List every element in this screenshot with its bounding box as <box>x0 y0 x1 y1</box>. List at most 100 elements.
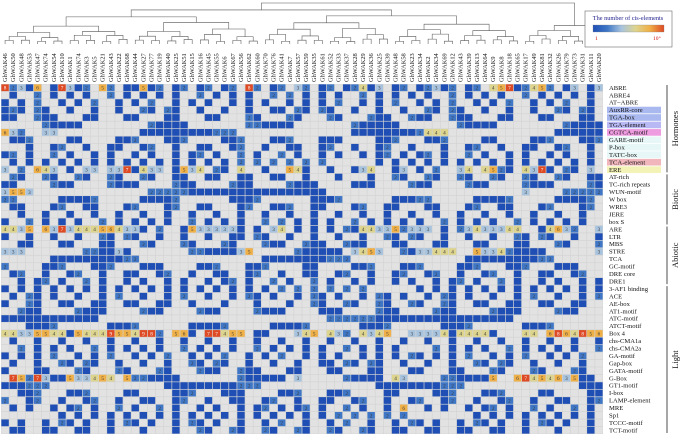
heatmap-cell <box>408 84 416 92</box>
heatmap-cell <box>9 300 17 308</box>
heatmap-cell <box>269 300 278 308</box>
dendrogram-branch <box>134 39 144 44</box>
heatmap-cell <box>123 367 131 375</box>
heatmap-cell <box>212 404 221 412</box>
heatmap-cell <box>383 397 392 404</box>
heatmap-cell <box>115 330 123 337</box>
heatmap-cell <box>237 106 245 114</box>
heatmap-cell <box>155 419 164 427</box>
heatmap-cell <box>554 218 562 226</box>
heatmap-cell <box>212 374 221 382</box>
heatmap-cell <box>326 129 335 136</box>
heatmap-cell <box>107 419 115 427</box>
heatmap-cell <box>546 322 554 330</box>
heatmap-cell <box>595 307 603 315</box>
heatmap-cell <box>139 129 148 136</box>
heatmap-cell <box>180 151 188 159</box>
heatmap-cell <box>123 322 131 330</box>
heatmap-cell <box>570 382 579 389</box>
heatmap-cell <box>334 285 343 293</box>
heatmap-cell <box>351 337 359 345</box>
heatmap-cell-value: 2 <box>20 272 23 278</box>
heatmap-cell <box>310 233 318 241</box>
heatmap-cell <box>1 322 9 330</box>
heatmap-cell-value: 2 <box>386 153 389 159</box>
heatmap-cell <box>115 307 123 315</box>
heatmap-cell <box>147 285 156 293</box>
heatmap-cell <box>196 158 205 166</box>
heatmap-cell <box>505 404 514 412</box>
heatmap-cell <box>237 188 245 196</box>
heatmap-cell <box>359 337 367 345</box>
heatmap-cell <box>570 419 579 427</box>
heatmap-cell <box>229 300 237 308</box>
heatmap-cell <box>212 322 221 330</box>
heatmap-cell <box>448 248 457 255</box>
heatmap-cell <box>521 426 530 434</box>
heatmap-cell <box>538 248 546 255</box>
heatmap-cell <box>42 136 50 144</box>
heatmap-cell <box>367 84 375 92</box>
heatmap-cell <box>383 270 392 278</box>
heatmap-cell <box>204 233 213 241</box>
heatmap-cell <box>253 218 261 226</box>
heatmap-cell <box>123 270 131 278</box>
heatmap-cell <box>229 382 237 389</box>
heatmap-cell-value: 2 <box>345 361 348 367</box>
heatmap-cell <box>131 382 139 389</box>
heatmap-cell <box>58 136 66 144</box>
heatmap-cell <box>220 322 229 330</box>
heatmap-cell <box>164 322 172 330</box>
heatmap-cell <box>212 389 221 397</box>
heatmap-cell <box>326 337 335 345</box>
heatmap-cell <box>277 106 286 114</box>
column-label: GhWAK55 <box>214 53 221 82</box>
heatmap-cell-value: 2 <box>36 398 39 404</box>
row-label: ERE <box>609 167 621 174</box>
heatmap-cell <box>456 203 465 211</box>
heatmap-cell <box>253 397 261 404</box>
heatmap-cell <box>172 404 180 412</box>
dendrogram-branch <box>529 35 547 42</box>
heatmap-cell <box>416 151 424 159</box>
row-label: AE-box <box>609 301 631 308</box>
heatmap-cell <box>9 114 17 121</box>
heatmap-cell-value: 2 <box>264 264 267 270</box>
heatmap-cell-value: 2 <box>126 235 129 241</box>
heatmap-cell <box>131 389 139 397</box>
row-label: TGA-element <box>609 122 646 129</box>
heatmap-cell <box>521 330 530 337</box>
heatmap-cell <box>359 99 367 106</box>
heatmap-cell-value: 4 <box>297 168 300 174</box>
heatmap-cell <box>513 344 522 352</box>
heatmap-cell <box>17 426 26 434</box>
heatmap-cell <box>440 389 449 397</box>
heatmap-cell <box>204 382 213 389</box>
heatmap-cell <box>310 315 318 322</box>
column-label: GhWAK45 <box>205 53 212 82</box>
column-label: GhWAK39 <box>384 53 391 82</box>
heatmap-cell-value: 6 <box>36 86 39 92</box>
heatmap-cell-value: 6 <box>565 331 568 337</box>
heatmap-cell <box>481 166 489 174</box>
heatmap-cell <box>237 218 245 226</box>
heatmap-cell <box>1 233 9 241</box>
heatmap-cell <box>269 84 278 92</box>
heatmap-cell-value: 2 <box>223 242 226 248</box>
heatmap-cell <box>42 374 50 382</box>
heatmap-cell-value: 2 <box>134 324 137 330</box>
heatmap-cell <box>570 106 579 114</box>
heatmap-cell <box>9 129 17 136</box>
heatmap-cell-value: 3 <box>126 227 129 233</box>
heatmap-cell <box>131 106 139 114</box>
heatmap-cell <box>375 203 384 211</box>
column-label: GhWAK10 <box>59 53 66 82</box>
heatmap-cell <box>261 225 270 233</box>
heatmap-cell <box>554 91 562 99</box>
heatmap-cell-value: 2 <box>166 190 169 196</box>
heatmap-cell <box>562 352 571 360</box>
heatmap-cell <box>294 397 302 404</box>
heatmap-cell <box>196 255 205 263</box>
heatmap-cell <box>42 129 50 136</box>
heatmap-cell <box>1 412 9 419</box>
